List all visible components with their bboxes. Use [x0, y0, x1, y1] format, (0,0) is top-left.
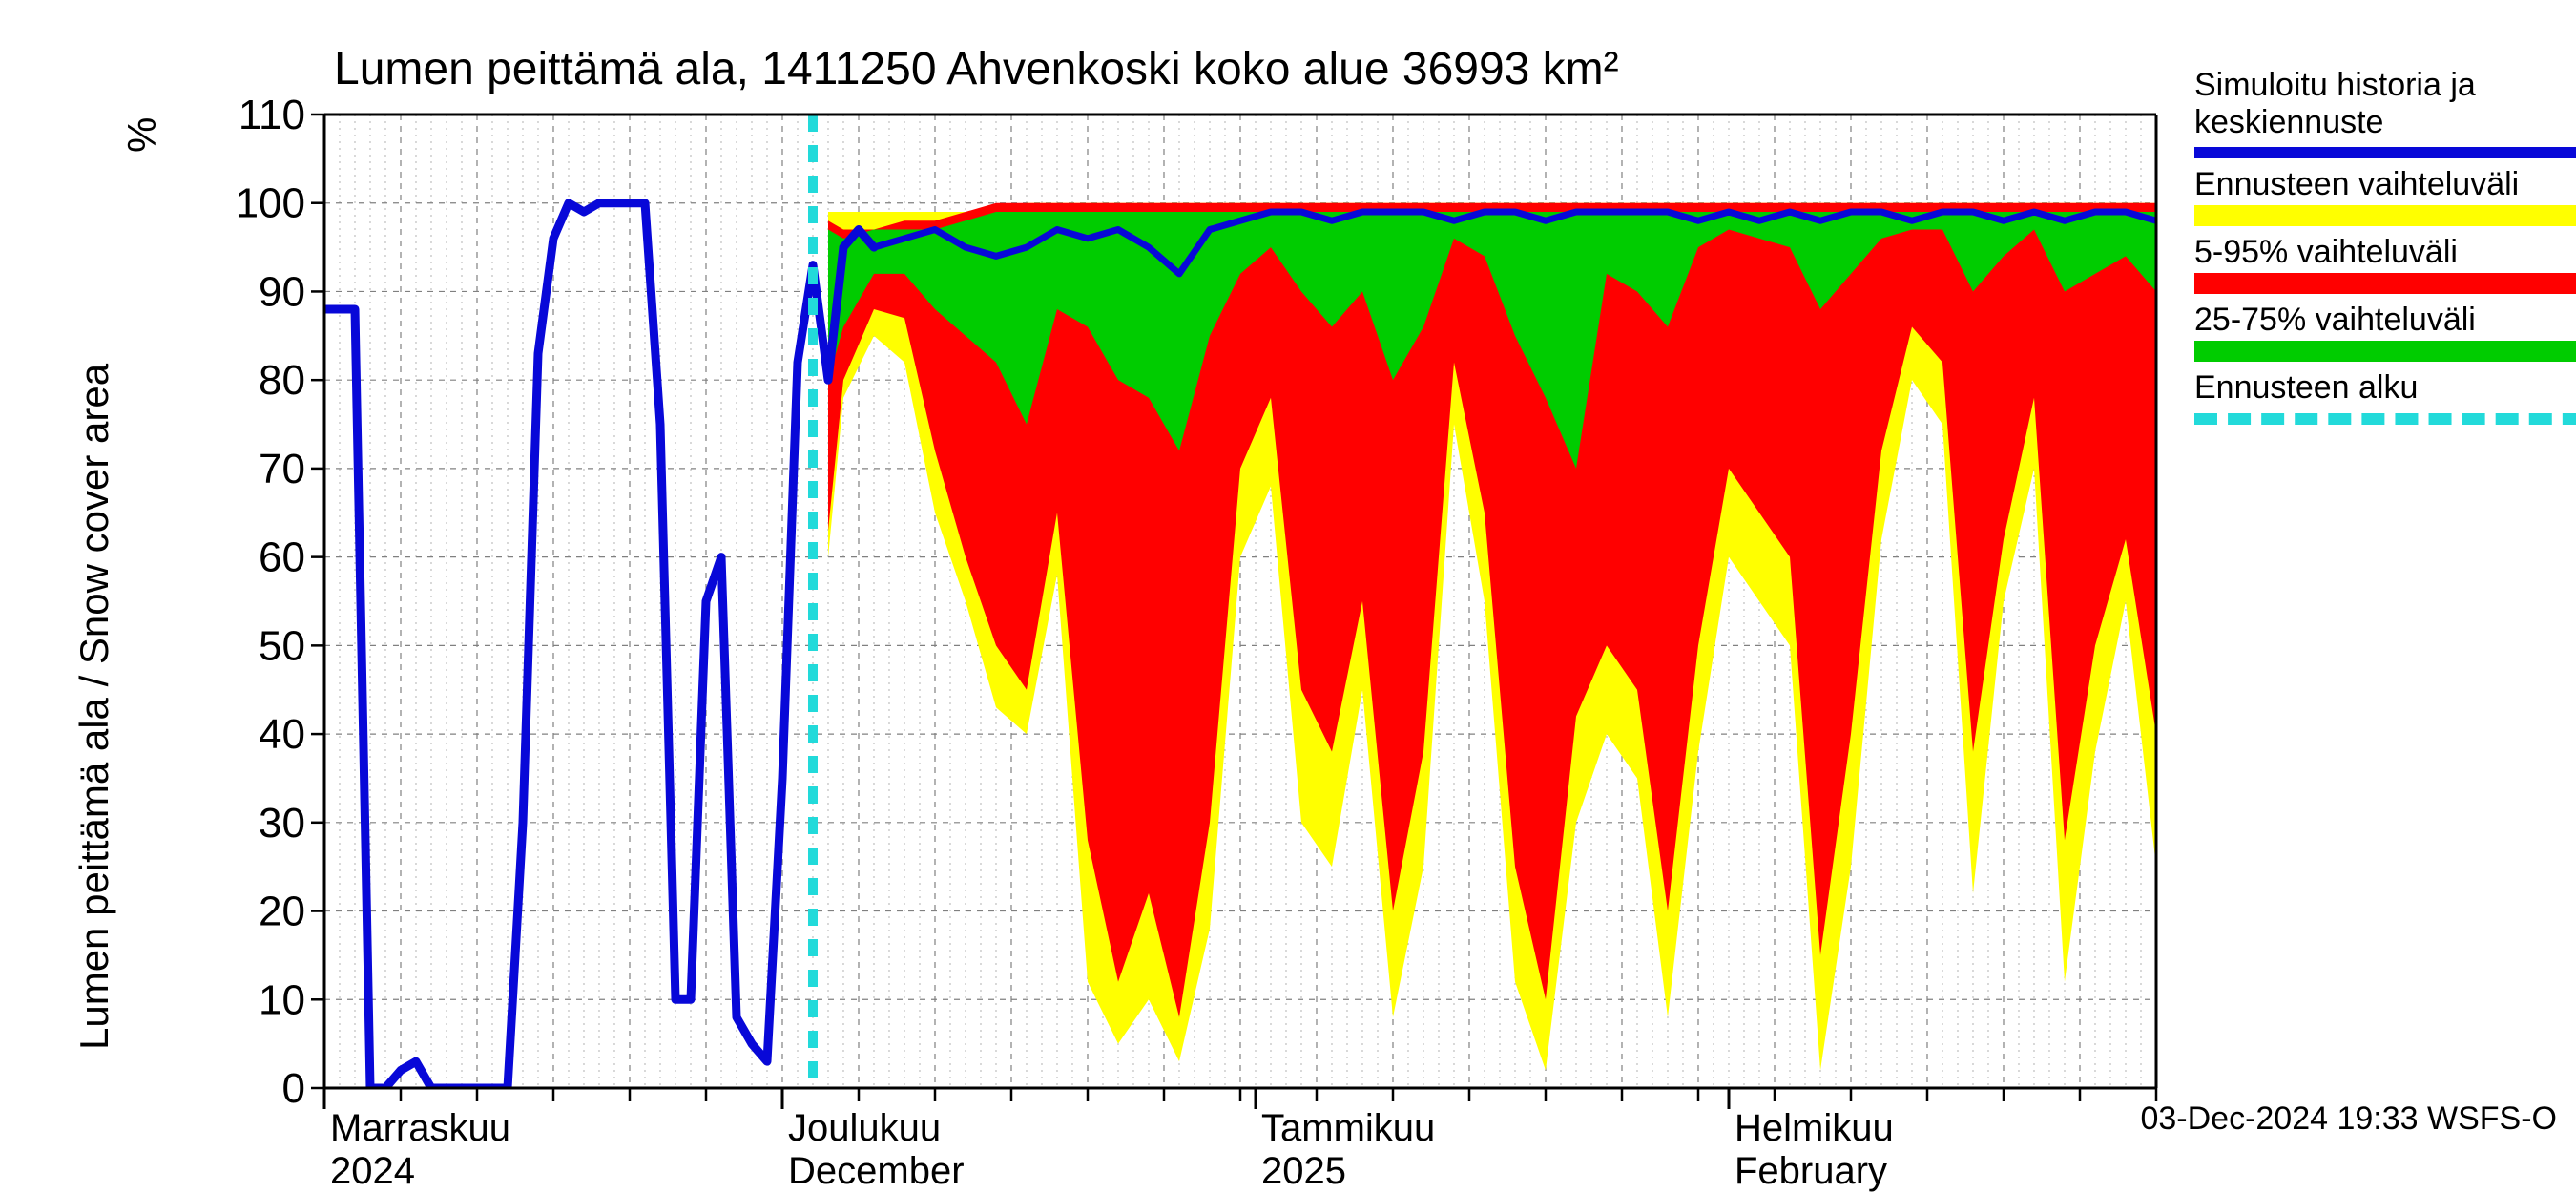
- svg-text:40: 40: [259, 711, 305, 758]
- legend-label: Ennusteen alku: [2194, 369, 2576, 407]
- legend-label: keskiennuste: [2194, 104, 2576, 141]
- legend-entry: 25-75% vaihteluväli: [2194, 302, 2576, 362]
- legend-swatch: [2194, 341, 2576, 362]
- x-month-label: Tammikuu2025: [1261, 1107, 1435, 1193]
- legend-label: Ennusteen vaihteluväli: [2194, 166, 2576, 203]
- svg-text:110: 110: [239, 92, 305, 138]
- chart-footer: 03-Dec-2024 19:33 WSFS-O: [2140, 1100, 2557, 1138]
- legend: Simuloitu historia jakeskiennuste Ennuste…: [2194, 67, 2576, 432]
- legend-swatch: [2194, 273, 2576, 294]
- svg-text:20: 20: [259, 889, 305, 935]
- svg-text:10: 10: [259, 976, 305, 1023]
- legend-entry: 5-95% vaihteluväli: [2194, 234, 2576, 294]
- x-month-label: HelmikuuFebruary: [1735, 1107, 1894, 1193]
- legend-swatch: [2194, 205, 2576, 226]
- svg-text:60: 60: [259, 534, 305, 581]
- chart-container: Lumen peittämä ala, 1411250 Ahvenkoski k…: [0, 0, 2576, 1145]
- legend-entry: Ennusteen alku: [2194, 369, 2576, 424]
- svg-text:100: 100: [236, 180, 305, 227]
- svg-text:90: 90: [259, 268, 305, 315]
- legend-entry: Simuloitu historia jakeskiennuste: [2194, 67, 2576, 158]
- legend-swatch: [2194, 413, 2576, 425]
- svg-text:70: 70: [259, 446, 305, 492]
- svg-text:0: 0: [282, 1065, 305, 1112]
- legend-label: 25-75% vaihteluväli: [2194, 302, 2576, 339]
- plot-area: 0 10 20 30 40 50 60 70 80 90 100 110: [0, 0, 2576, 1145]
- svg-text:30: 30: [259, 800, 305, 847]
- legend-label: 5-95% vaihteluväli: [2194, 234, 2576, 271]
- legend-swatch: [2194, 147, 2576, 158]
- x-month-label: JoulukuuDecember: [788, 1107, 965, 1193]
- svg-text:80: 80: [259, 357, 305, 404]
- legend-label: Simuloitu historia ja: [2194, 67, 2576, 104]
- x-month-label: Marraskuu2024: [330, 1107, 510, 1193]
- legend-entry: Ennusteen vaihteluväli: [2194, 166, 2576, 226]
- svg-text:50: 50: [259, 622, 305, 669]
